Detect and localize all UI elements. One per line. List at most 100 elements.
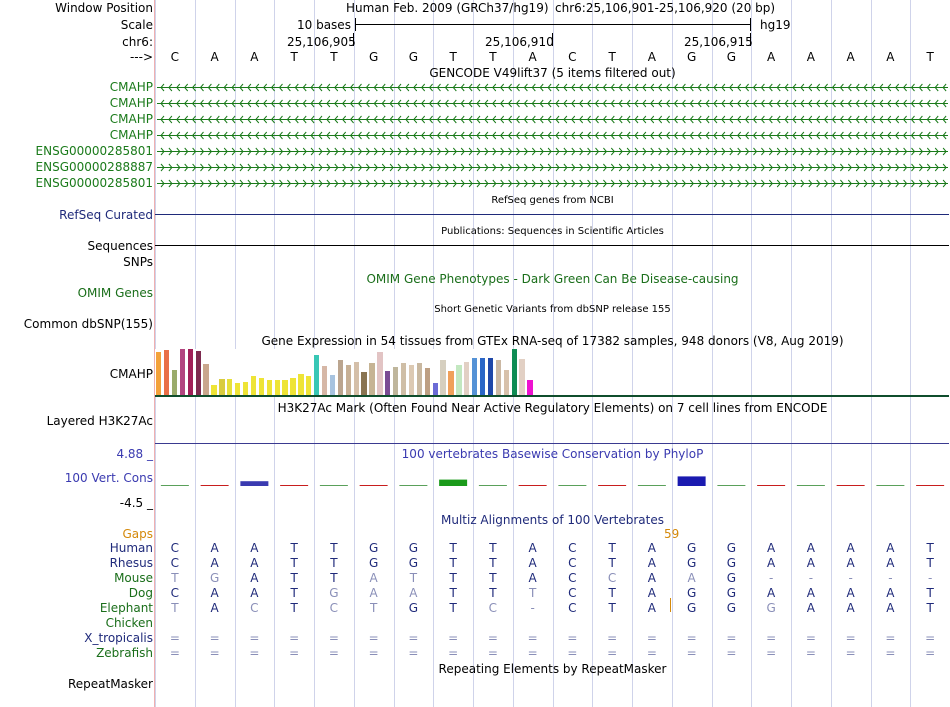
gtex-bar[interactable] [274, 380, 280, 395]
gtex-bar[interactable] [163, 350, 170, 395]
phylop-base-mark[interactable] [717, 485, 746, 486]
gtex-bar[interactable] [227, 379, 233, 395]
gtex-bar[interactable] [503, 370, 509, 395]
gtex-bar[interactable] [187, 349, 193, 395]
phylop-base-mark[interactable] [558, 485, 587, 486]
phylop-base-mark[interactable] [399, 485, 428, 486]
phylop-base-mark[interactable] [200, 485, 229, 486]
gene-model[interactable] [157, 146, 948, 157]
phylop-base-mark[interactable] [478, 485, 507, 486]
species-label[interactable]: Rhesus [109, 556, 153, 570]
gene-model[interactable] [157, 130, 948, 141]
gtex-bar[interactable] [353, 362, 359, 395]
gtex-bar[interactable] [472, 358, 478, 395]
gene-model[interactable] [157, 178, 948, 189]
gtex-bar[interactable] [377, 352, 383, 395]
gtex-bar[interactable] [156, 352, 162, 395]
gtex-bar[interactable] [511, 349, 517, 395]
phylop-base-mark[interactable] [280, 485, 309, 486]
gtex-bar[interactable] [337, 360, 344, 395]
phylop-track-label[interactable]: 100 Vert. Cons [64, 471, 153, 485]
gene-model[interactable] [157, 114, 948, 125]
phylop-base-mark[interactable] [160, 485, 189, 486]
repeatmasker-track-label[interactable]: RepeatMasker [67, 677, 153, 691]
gtex-bar[interactable] [464, 362, 470, 395]
species-label[interactable]: Chicken [105, 616, 153, 630]
gtex-bar[interactable] [171, 370, 178, 395]
gene-label[interactable]: ENSG00000285801 [35, 176, 153, 190]
gtex-bar[interactable] [479, 358, 486, 395]
refseq-track-label[interactable]: RefSeq Curated [59, 208, 153, 222]
gtex-bar[interactable] [527, 380, 533, 395]
phylop-base-mark[interactable] [916, 485, 945, 486]
gtex-bar[interactable] [361, 372, 367, 395]
gtex-gene-line[interactable] [155, 395, 949, 397]
omim-track-label[interactable]: OMIM Genes [77, 286, 153, 300]
phylop-base-mark[interactable] [359, 485, 388, 486]
phylop-base-mark[interactable] [319, 485, 348, 486]
species-label[interactable]: Human [109, 541, 153, 555]
gtex-bar[interactable] [448, 371, 454, 395]
gtex-bar[interactable] [519, 359, 525, 395]
gtex-bar[interactable] [400, 363, 407, 395]
gtex-bar[interactable] [424, 368, 430, 395]
phylop-base-mark[interactable] [439, 479, 468, 486]
gtex-bar[interactable] [487, 358, 494, 395]
phylop-base-mark[interactable] [876, 485, 905, 486]
gtex-bar[interactable] [282, 380, 288, 395]
species-label[interactable]: X_tropicalis [84, 631, 153, 645]
gtex-bar[interactable] [219, 379, 225, 395]
gene-label[interactable]: CMAHP [109, 96, 153, 110]
gtex-bar[interactable] [266, 380, 272, 395]
species-label[interactable]: Dog [128, 586, 153, 600]
gtex-bar[interactable] [432, 383, 438, 395]
species-label[interactable]: Elephant [99, 601, 153, 615]
gene-label[interactable]: CMAHP [109, 112, 153, 126]
gtex-bar[interactable] [321, 366, 328, 395]
gene-model[interactable] [157, 82, 948, 93]
species-label[interactable]: Mouse [114, 571, 153, 585]
h3k27ac-track-label[interactable]: Layered H3K27Ac [46, 414, 153, 428]
gtex-track-label[interactable]: CMAHP [109, 367, 153, 381]
gene-model[interactable] [157, 162, 948, 173]
gtex-bar[interactable] [211, 385, 217, 395]
gtex-bar[interactable] [203, 364, 209, 395]
gtex-bar[interactable] [235, 383, 241, 395]
gtex-bar[interactable] [195, 351, 201, 395]
gtex-bar[interactable] [495, 360, 502, 395]
phylop-base-mark[interactable] [240, 481, 269, 486]
gtex-bar[interactable] [456, 365, 462, 395]
gtex-bar[interactable] [306, 376, 312, 395]
gtex-bar[interactable] [179, 349, 186, 395]
refseq-gene-line[interactable] [155, 214, 949, 215]
gtex-bar[interactable] [314, 355, 320, 395]
phylop-base-mark[interactable] [598, 485, 627, 486]
gtex-bar[interactable] [416, 363, 423, 395]
species-label[interactable]: Zebrafish [96, 646, 153, 660]
gtex-bar[interactable] [290, 378, 296, 395]
gtex-bar[interactable] [242, 382, 249, 395]
snps-label[interactable]: SNPs [123, 255, 153, 269]
gtex-bar[interactable] [369, 363, 375, 395]
gtex-bar[interactable] [345, 365, 351, 395]
gene-label[interactable]: ENSG00000288887 [35, 160, 153, 174]
gtex-bar[interactable] [250, 376, 257, 395]
phylop-base-mark[interactable] [677, 476, 706, 486]
dbsnp-track-label[interactable]: Common dbSNP(155) [23, 317, 153, 331]
phylop-base-mark[interactable] [836, 485, 865, 486]
phylop-logo[interactable] [155, 462, 950, 502]
phylop-base-mark[interactable] [637, 485, 666, 486]
publications-line[interactable] [155, 245, 949, 246]
phylop-base-mark[interactable] [757, 485, 786, 486]
gtex-bar[interactable] [393, 367, 399, 395]
phylop-base-mark[interactable] [518, 485, 547, 486]
gtex-bar[interactable] [408, 365, 415, 395]
gene-model[interactable] [157, 98, 948, 109]
gtex-bar[interactable] [298, 374, 304, 395]
gtex-bar[interactable] [385, 371, 391, 395]
gtex-bar[interactable] [258, 378, 265, 395]
gene-label[interactable]: ENSG00000285801 [35, 144, 153, 158]
gtex-bar[interactable] [440, 360, 446, 395]
gene-label[interactable]: CMAHP [109, 128, 153, 142]
phylop-base-mark[interactable] [796, 485, 825, 486]
